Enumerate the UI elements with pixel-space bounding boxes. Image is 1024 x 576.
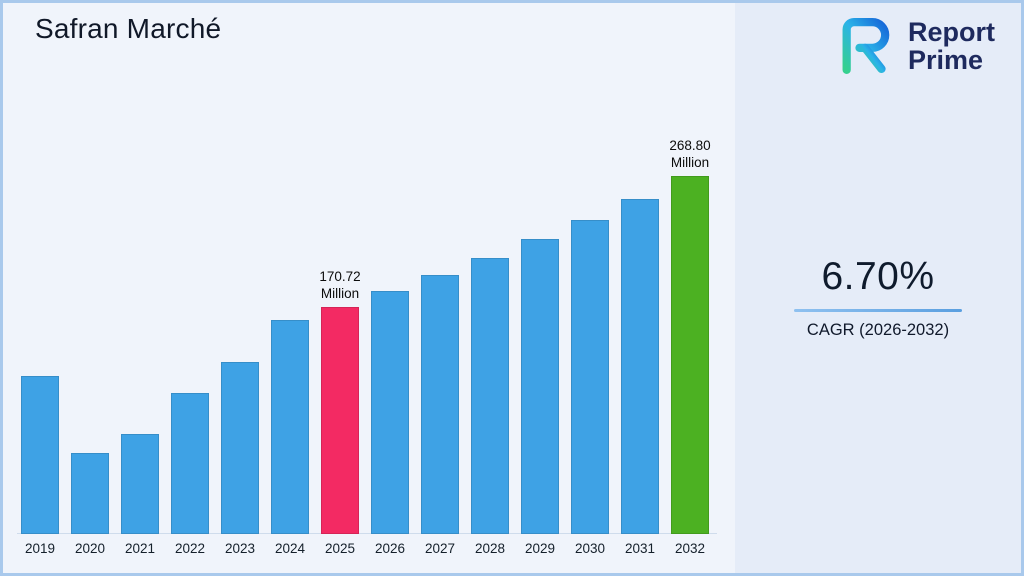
bar-column-2020: 2020 (71, 453, 109, 559)
bar-2021 (121, 434, 159, 534)
bar-column-2022: 2022 (171, 393, 209, 559)
bar-chart: 2019 2020 2021 2022 2023 2024 170.72 Million 202… (21, 138, 711, 559)
x-tick-2019: 2019 (24, 541, 56, 556)
bar-2019 (21, 376, 59, 534)
x-tick-2024: 2024 (274, 541, 306, 556)
bar-2028 (471, 258, 509, 534)
x-tick-2027: 2027 (424, 541, 456, 556)
cagr-label: CAGR (2026-2032) (806, 321, 950, 339)
bar-2030 (571, 220, 609, 534)
x-tick-2030: 2030 (574, 541, 606, 556)
bar-2024 (271, 320, 309, 534)
x-tick-2031: 2031 (624, 541, 656, 556)
bar-annotation-2032: 268.80 Million (669, 138, 711, 170)
cagr-divider (794, 309, 962, 312)
report-prime-logo-text: Report Prime (908, 18, 995, 74)
bar-2026 (371, 291, 409, 534)
cagr-block: 6.70% CAGR (2026-2032) (792, 255, 964, 340)
x-tick-2025: 2025 (324, 541, 356, 556)
bar-column-2027: 2027 (421, 275, 459, 559)
bar-2022 (171, 393, 209, 534)
bar-column-2019: 2019 (21, 376, 59, 559)
x-tick-2029: 2029 (524, 541, 556, 556)
bar-column-2031: 2031 (621, 199, 659, 559)
bar-2027 (421, 275, 459, 534)
x-axis-line (17, 533, 717, 534)
bar-2020 (71, 453, 109, 534)
bar-column-2032: 268.80 Million 2032 (669, 138, 711, 559)
x-tick-2026: 2026 (374, 541, 406, 556)
report-prime-logo: Report Prime (832, 15, 995, 77)
bar-column-2024: 2024 (271, 320, 309, 559)
cagr-value: 6.70% (821, 255, 935, 298)
x-tick-2020: 2020 (74, 541, 106, 556)
x-tick-2023: 2023 (224, 541, 256, 556)
bar-column-2025: 170.72 Million 2025 (319, 269, 361, 559)
bar-2029 (521, 239, 559, 534)
logo-text-line1: Report (908, 16, 995, 47)
bar-2032 (671, 176, 709, 534)
bar-column-2029: 2029 (521, 239, 559, 559)
bar-column-2023: 2023 (221, 362, 259, 559)
x-tick-2022: 2022 (174, 541, 206, 556)
x-tick-2021: 2021 (124, 541, 156, 556)
bar-2025 (321, 307, 359, 534)
report-prime-logo-icon (842, 18, 890, 74)
x-tick-2028: 2028 (474, 541, 506, 556)
bar-column-2026: 2026 (371, 291, 409, 559)
logo-text-line2: Prime (908, 45, 984, 75)
bar-annotation-2025: 170.72 Million (319, 269, 361, 301)
bar-2031 (621, 199, 659, 534)
right-panel-background (735, 3, 1021, 573)
page-title: Safran Marché (35, 13, 222, 44)
x-tick-2032: 2032 (674, 541, 706, 556)
bar-column-2030: 2030 (571, 220, 609, 559)
bar-2023 (221, 362, 259, 534)
bar-column-2021: 2021 (121, 434, 159, 559)
bar-column-2028: 2028 (471, 258, 509, 559)
